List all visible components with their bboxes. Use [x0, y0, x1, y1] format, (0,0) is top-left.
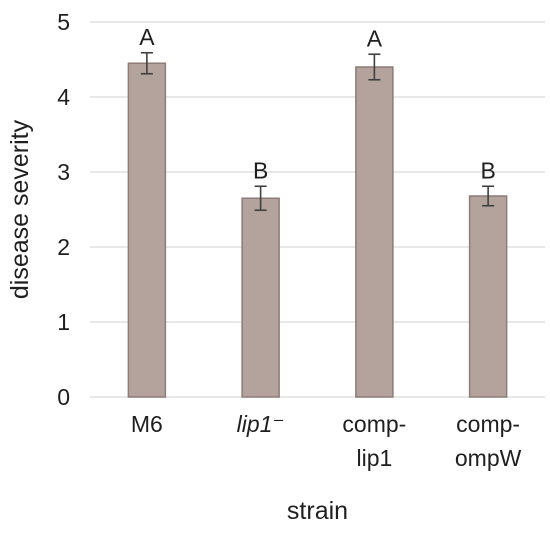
- bar: [127, 62, 167, 398]
- y-tick-label: 1: [57, 309, 70, 335]
- y-tick-label: 3: [57, 159, 70, 185]
- x-tick-label: M6: [131, 411, 163, 437]
- x-tick-label: lip1⁻: [237, 411, 285, 437]
- x-axis-label: strain: [287, 497, 348, 525]
- bar: [241, 197, 280, 398]
- significance-letter: B: [480, 157, 495, 183]
- significance-letters: A B A B: [139, 24, 496, 184]
- y-tick-label: 0: [57, 384, 70, 410]
- y-tick-label: 4: [57, 84, 70, 110]
- y-axis-label: disease severity: [6, 119, 34, 299]
- significance-letter: A: [139, 24, 155, 50]
- significance-letter: A: [367, 25, 383, 51]
- bar: [355, 66, 394, 398]
- y-tick-label: 5: [57, 9, 70, 35]
- y-tick-label: 2: [57, 234, 70, 260]
- y-tick-labels: 0 1 2 3 4 5: [57, 9, 70, 410]
- x-tick-label: comp-: [456, 411, 520, 437]
- x-tick-label: ompW: [455, 445, 522, 471]
- significance-letter: B: [253, 157, 268, 183]
- bars: [127, 62, 508, 398]
- error-bars: [140, 51, 495, 212]
- x-tick-label: lip1: [356, 445, 392, 471]
- bar: [468, 195, 508, 398]
- x-tick-label: comp-: [342, 411, 406, 437]
- x-tick-labels: M6 lip1⁻ comp-lip1 comp-ompW: [131, 411, 522, 471]
